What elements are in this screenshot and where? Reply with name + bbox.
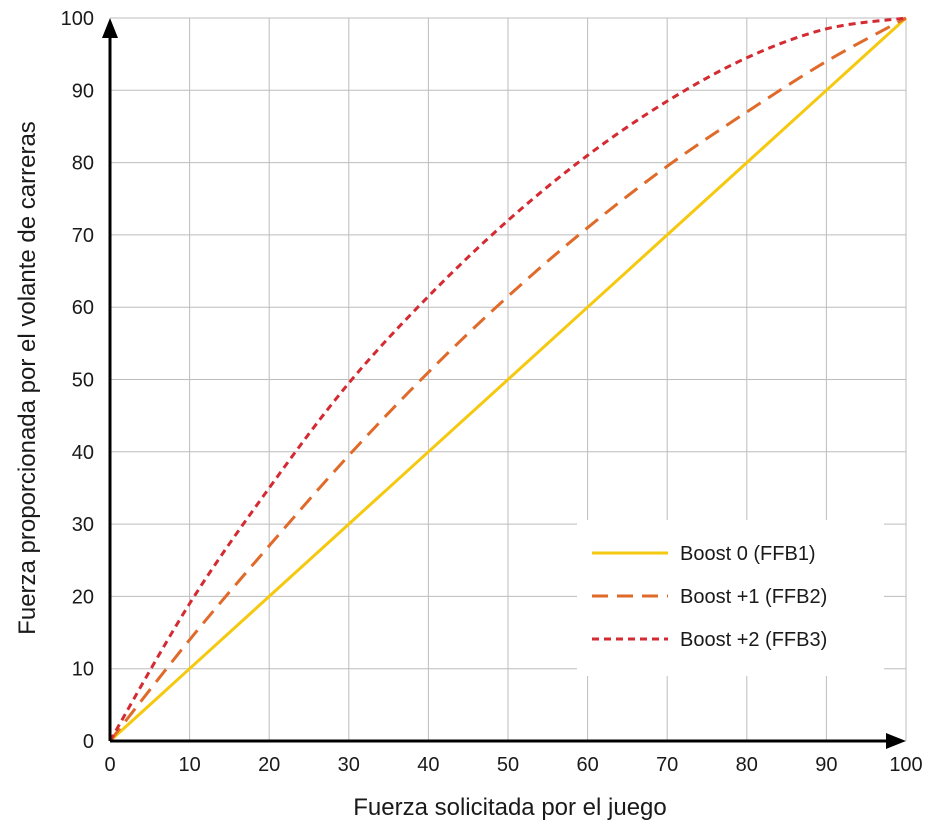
y-tick-label: 30 — [72, 514, 94, 536]
legend-label-2: Boost +1 (FFB2) — [680, 586, 827, 608]
x-tick-label: 70 — [656, 754, 678, 776]
y-axis-arrow-icon — [102, 18, 118, 38]
axes — [102, 18, 906, 749]
series-line-1 — [108, 16, 908, 743]
y-tick-label: 40 — [72, 442, 94, 464]
x-tick-label: 60 — [576, 754, 598, 776]
legend-box — [577, 520, 884, 676]
y-tick-label: 50 — [72, 370, 94, 392]
x-tick-label: 80 — [736, 754, 758, 776]
x-axis-title: Fuerza solicitada por el juego — [353, 794, 667, 821]
y-tick-label: 10 — [72, 659, 94, 681]
y-tick-label: 80 — [72, 153, 94, 175]
x-tick-label: 90 — [815, 754, 837, 776]
legend-label-3: Boost +2 (FFB3) — [680, 629, 827, 651]
y-tick-label: 20 — [72, 586, 94, 608]
y-tick-label: 90 — [72, 80, 94, 102]
y-axis-title: Fuerza proporcionada por el volante de c… — [14, 121, 41, 635]
x-tick-label: 10 — [178, 754, 200, 776]
x-tick-label: 100 — [889, 754, 922, 776]
x-axis-arrow-icon — [886, 733, 906, 749]
series-layer — [108, 16, 908, 743]
x-tick-label: 50 — [497, 754, 519, 776]
y-tick-label: 70 — [72, 225, 94, 247]
x-tick-label: 0 — [104, 754, 115, 776]
y-tick-label: 100 — [61, 8, 94, 30]
x-tick-label: 40 — [417, 754, 439, 776]
legend-label-1: Boost 0 (FFB1) — [680, 543, 816, 565]
y-tick-label: 0 — [83, 731, 94, 753]
x-tick-label: 20 — [258, 754, 280, 776]
x-tick-labels: 0 10 20 30 40 50 60 70 80 90 100 — [104, 754, 922, 776]
series-line-3 — [108, 16, 907, 742]
series-line-2 — [108, 16, 907, 742]
x-tick-label: 30 — [338, 754, 360, 776]
y-tick-label: 60 — [72, 297, 94, 319]
y-tick-labels: 0 10 20 30 40 50 60 70 80 90 100 — [61, 8, 94, 753]
legend: Boost 0 (FFB1) Boost +1 (FFB2) Boost +2 (F… — [577, 520, 884, 676]
